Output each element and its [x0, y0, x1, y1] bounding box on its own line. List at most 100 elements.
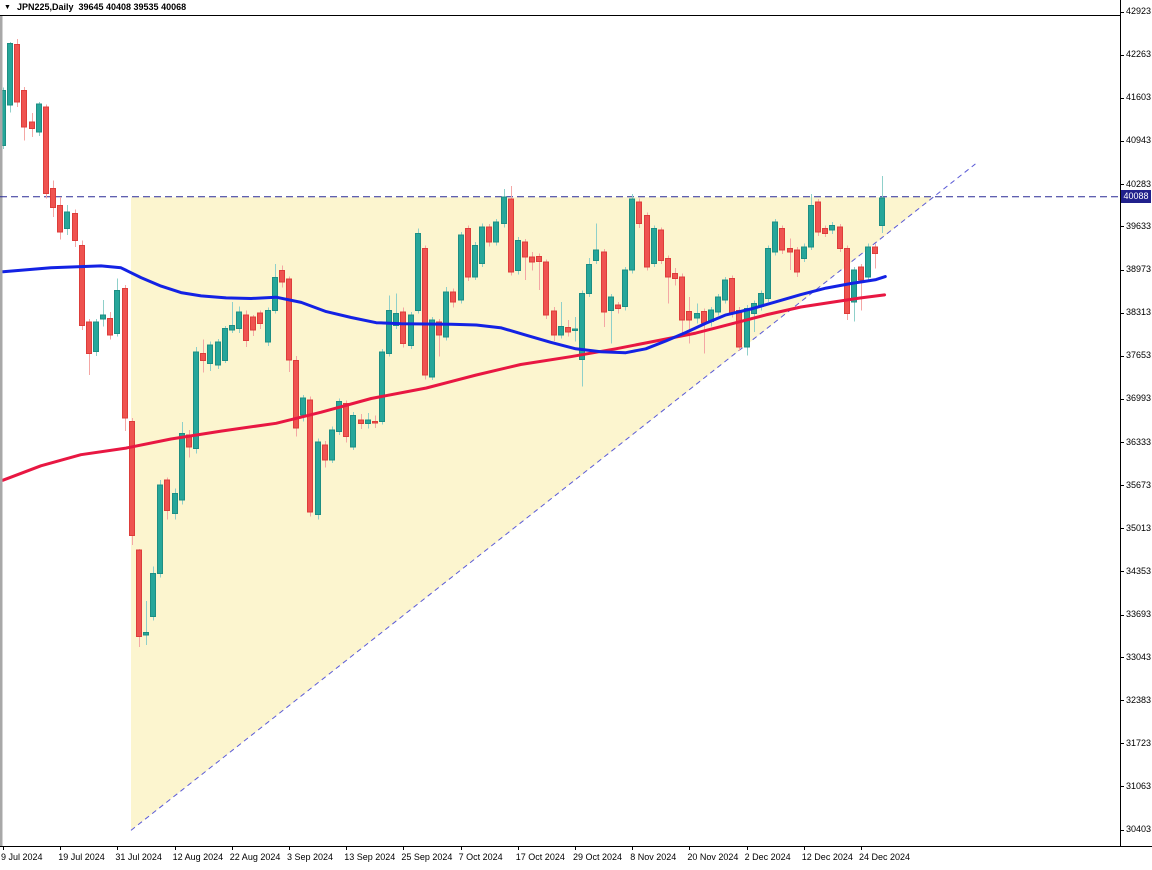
- candle-up: [851, 269, 857, 303]
- candle-up: [579, 293, 585, 360]
- candle-up: [315, 441, 321, 516]
- price-axis-label: 33043: [1126, 651, 1152, 662]
- candle-down: [787, 248, 793, 253]
- candle-down: [400, 311, 406, 345]
- candle-up: [429, 319, 435, 378]
- price-axis-label: 36333: [1126, 436, 1152, 447]
- candle-up: [765, 248, 771, 299]
- candle-up: [415, 233, 421, 311]
- candle-down: [293, 359, 299, 429]
- candle-down: [872, 246, 878, 254]
- candle-down: [21, 89, 27, 128]
- candle-up: [179, 432, 185, 501]
- time-axis-label: 9 Jul 2024: [1, 852, 43, 862]
- candle-down: [250, 316, 256, 331]
- candle-down: [729, 278, 735, 315]
- price-axis-label: 35673: [1126, 479, 1152, 490]
- candle-down: [257, 312, 263, 324]
- candle-down: [72, 213, 78, 241]
- candle-down: [837, 226, 843, 250]
- candle-down: [136, 549, 142, 637]
- candle-down: [122, 288, 128, 419]
- candle-up: [479, 226, 485, 265]
- chart-title-bar: ▼ JPN225,Daily 39645 40408 39535 40068: [0, 0, 1152, 15]
- candle-down: [43, 106, 49, 195]
- candle-down: [286, 278, 292, 361]
- candle-down: [536, 256, 542, 262]
- time-axis-label: 13 Sep 2024: [344, 852, 396, 862]
- candle-up: [608, 296, 614, 311]
- time-axis-label: 12 Aug 2024: [172, 852, 224, 862]
- candle-down: [307, 399, 313, 513]
- candle-down: [79, 244, 85, 326]
- price-axis-label: 32383: [1126, 694, 1152, 705]
- candle-up: [229, 324, 235, 331]
- candle-up: [472, 244, 478, 278]
- candle-up: [408, 314, 414, 346]
- candle-up: [172, 493, 178, 514]
- price-axis-label: 40283: [1126, 178, 1152, 189]
- candle-down: [279, 269, 285, 283]
- price-axis-label: 37653: [1126, 350, 1152, 361]
- candle-down: [200, 352, 206, 361]
- candle-down: [29, 121, 35, 130]
- candle-up: [36, 103, 42, 133]
- candle-up: [393, 313, 399, 326]
- candle-down: [57, 204, 63, 233]
- price-axis-label: 30403: [1126, 824, 1152, 834]
- chart-ohlc-values: 39645 40408 39535 40068: [78, 2, 187, 12]
- price-axis-label: 34353: [1126, 565, 1152, 576]
- price-axis-label: 31063: [1126, 780, 1152, 791]
- time-axis-label: 19 Jul 2024: [58, 852, 105, 862]
- candle-up: [558, 326, 564, 336]
- candle-up: [114, 289, 120, 334]
- ma-blue-line: [2, 264, 887, 355]
- candle-up: [572, 328, 578, 332]
- candle-down: [644, 215, 650, 268]
- candle-down: [164, 479, 170, 511]
- candle-down: [601, 251, 607, 313]
- price-axis-label: 40943: [1126, 135, 1152, 146]
- window-edge: [0, 16, 3, 846]
- candle-up: [157, 484, 163, 574]
- candle-down: [565, 327, 571, 333]
- candle-up: [458, 234, 464, 301]
- candle-down: [686, 311, 692, 321]
- time-axis[interactable]: [0, 847, 1120, 870]
- time-axis-label: 25 Sep 2024: [401, 852, 453, 862]
- candle-down: [107, 317, 113, 336]
- time-axis-label: 2 Dec 2024: [744, 852, 791, 862]
- candle-up: [93, 321, 99, 353]
- price-axis[interactable]: [1121, 16, 1152, 846]
- candle-down: [658, 229, 664, 261]
- candle-up: [586, 264, 592, 295]
- candle-down: [665, 258, 671, 278]
- price-axis-label: 36993: [1126, 393, 1152, 404]
- time-axis-label: 29 Oct 2024: [573, 852, 623, 862]
- candle-down: [701, 311, 707, 324]
- chart-title: JPN225,Daily: [16, 2, 74, 12]
- candle-down: [436, 321, 442, 336]
- candle-up: [150, 572, 156, 618]
- candle-down: [358, 419, 364, 424]
- chart-frame: [0, 0, 1152, 850]
- candle-up: [808, 204, 814, 248]
- candle-up: [443, 291, 449, 338]
- time-axis-label: 22 Aug 2024: [229, 852, 281, 862]
- candle-down: [636, 201, 642, 225]
- candle-up: [143, 631, 149, 636]
- candle-up: [329, 429, 335, 461]
- candle-down: [858, 266, 864, 281]
- candle-down: [50, 187, 56, 209]
- symbol-dropdown-icon[interactable]: ▼: [4, 4, 11, 11]
- candle-down: [679, 276, 685, 321]
- candle-down: [543, 261, 549, 316]
- candle-down: [508, 198, 514, 273]
- candle-down: [422, 248, 428, 376]
- candle-up: [879, 197, 885, 227]
- candle-up: [694, 313, 700, 319]
- candle-up: [379, 351, 385, 423]
- candle-up: [593, 249, 599, 261]
